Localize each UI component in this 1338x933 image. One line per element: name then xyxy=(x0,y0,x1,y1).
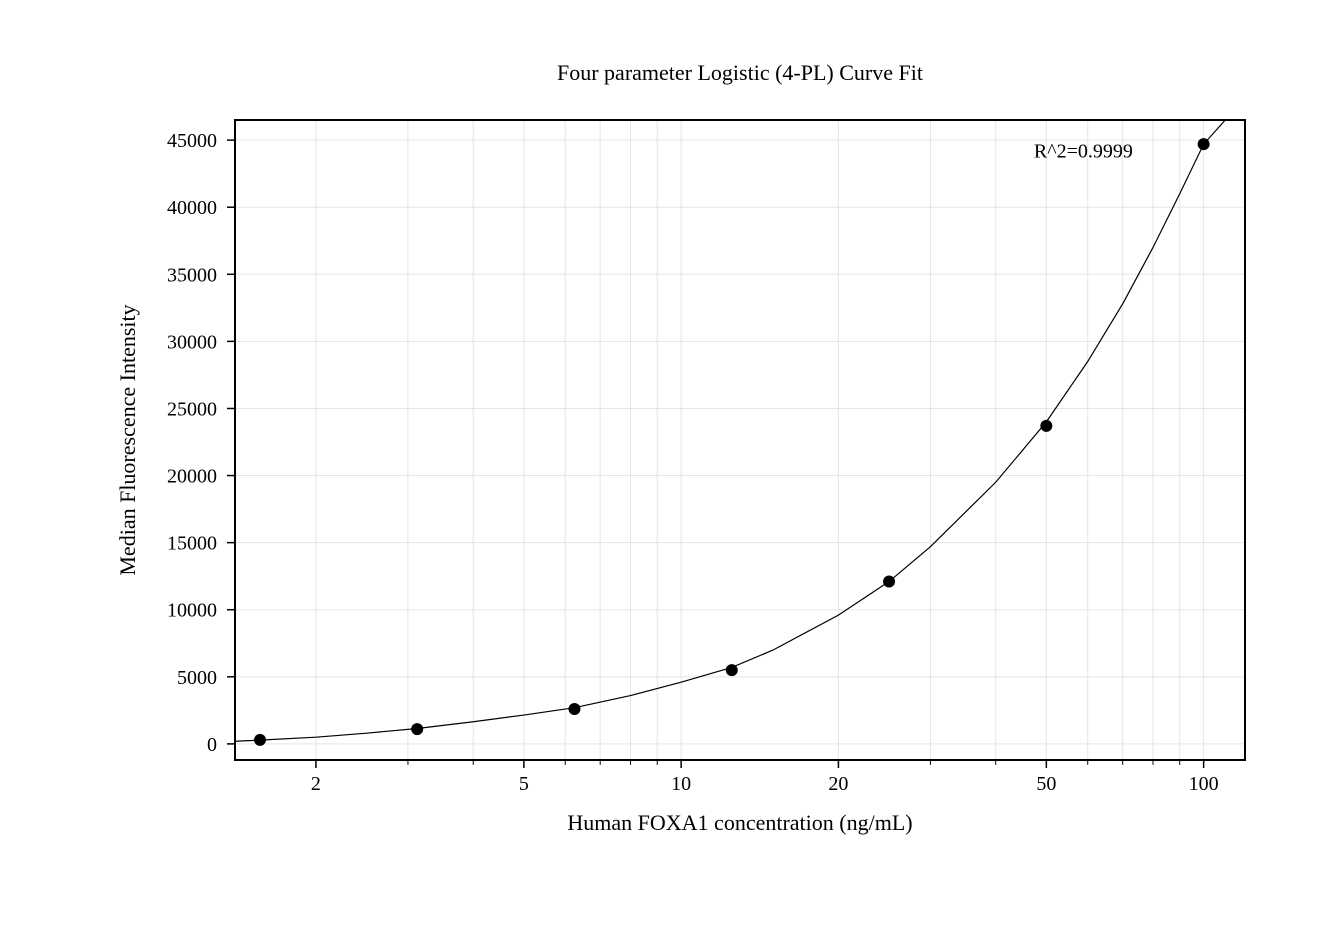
y-tick-label: 45000 xyxy=(167,130,217,152)
chart-svg: 2 5 10 20 50 100 0 5000 10000 15000 20000 25000 3000… xyxy=(0,0,1338,933)
data-point xyxy=(1040,420,1052,432)
y-tick-label: 5000 xyxy=(177,667,217,689)
data-point xyxy=(1198,138,1210,150)
x-tick-label: 20 xyxy=(828,773,848,795)
x-tick-label: 100 xyxy=(1189,773,1219,795)
x-tick-label: 5 xyxy=(519,773,529,795)
r-squared-annotation: R^2=0.9999 xyxy=(1034,140,1133,162)
chart-container: 2 5 10 20 50 100 0 5000 10000 15000 20000 25000 3000… xyxy=(0,0,1338,933)
y-tick-label: 25000 xyxy=(167,398,217,420)
chart-title: Four parameter Logistic (4-PL) Curve Fit xyxy=(557,60,923,85)
y-tick-label: 0 xyxy=(207,734,217,756)
x-tick-label: 10 xyxy=(671,773,691,795)
y-tick-label: 10000 xyxy=(167,600,217,622)
data-point xyxy=(568,703,580,715)
y-tick-label: 20000 xyxy=(167,466,217,488)
x-tick-label: 2 xyxy=(311,773,321,795)
y-tick-label: 30000 xyxy=(167,331,217,353)
y-tick-label: 15000 xyxy=(167,533,217,555)
data-point xyxy=(411,723,423,735)
x-axis-label: Human FOXA1 concentration (ng/mL) xyxy=(567,810,912,835)
x-tick-label: 50 xyxy=(1036,773,1056,795)
data-point xyxy=(254,734,266,746)
y-tick-label: 40000 xyxy=(167,197,217,219)
data-point xyxy=(726,664,738,676)
y-axis-label: Median Fluorescence Intensity xyxy=(115,304,140,575)
data-point xyxy=(883,576,895,588)
y-tick-label: 35000 xyxy=(167,264,217,286)
